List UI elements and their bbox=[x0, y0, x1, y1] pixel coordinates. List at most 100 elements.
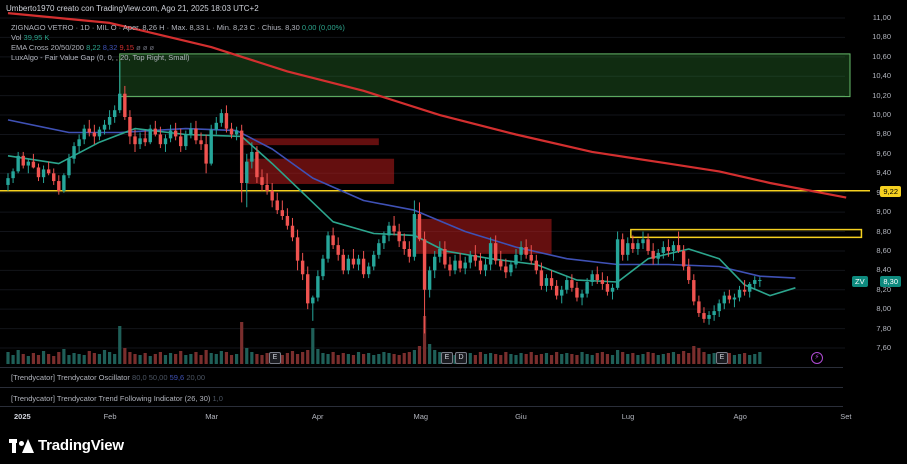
price-tick-label: 8,80 bbox=[876, 226, 891, 236]
price-tick-label: 9,80 bbox=[876, 129, 891, 139]
candle-body bbox=[453, 260, 457, 271]
volume-bar bbox=[600, 352, 604, 364]
candle-body bbox=[265, 184, 269, 191]
volume-bar bbox=[123, 348, 127, 364]
candle-body bbox=[16, 155, 20, 172]
panel-divider-2[interactable] bbox=[0, 387, 843, 388]
volume-bar bbox=[529, 352, 533, 364]
time-tick-label: 2025 bbox=[14, 412, 31, 421]
candle-body bbox=[26, 161, 31, 166]
time-tick-label: Giu bbox=[515, 412, 527, 421]
volume-bar bbox=[727, 353, 731, 364]
candle-body bbox=[499, 260, 503, 267]
chart-byline: Umberto1970 creato con TradingView.com, … bbox=[6, 4, 259, 13]
tradingview-logo[interactable]: TradingView bbox=[9, 437, 124, 454]
candle-body bbox=[280, 210, 285, 216]
candle-body bbox=[697, 301, 701, 314]
volume-bar bbox=[610, 355, 615, 364]
candle-body bbox=[184, 134, 188, 147]
volume-legend[interactable]: Vol 39,95 K bbox=[11, 33, 49, 42]
volume-bar bbox=[494, 354, 498, 364]
volume-bar bbox=[143, 353, 147, 364]
candle-body bbox=[21, 155, 25, 166]
volume-bar bbox=[260, 355, 264, 364]
ohlc-low: L · Min. 8,23 bbox=[206, 23, 248, 32]
trend-value: 1,0 bbox=[212, 394, 223, 403]
time-tick-label: Mag bbox=[413, 412, 429, 421]
candle-body bbox=[11, 171, 15, 179]
fvg-legend[interactable]: LuxAlgo - Fair Value Gap (0, 0, , 20, To… bbox=[11, 53, 190, 62]
oscillator-legend[interactable]: [Trendycator] Trendycator Oscillator 80,… bbox=[11, 373, 205, 382]
candle-body bbox=[148, 128, 152, 143]
candle-body bbox=[72, 146, 76, 159]
fvg-label: LuxAlgo - Fair Value Gap (0, 0, , 20, To… bbox=[11, 53, 190, 62]
volume-bar bbox=[504, 352, 508, 364]
candle-body bbox=[433, 256, 437, 271]
candle-body bbox=[422, 239, 427, 290]
candle-body bbox=[427, 270, 432, 290]
volume-bar bbox=[605, 354, 610, 364]
candle-body bbox=[722, 295, 726, 304]
candle-body bbox=[560, 289, 564, 296]
candle-body bbox=[610, 287, 615, 292]
volume-bar bbox=[301, 352, 305, 364]
volume-bar bbox=[82, 355, 86, 364]
panel-divider-3[interactable] bbox=[0, 406, 843, 407]
volume-bar bbox=[224, 352, 229, 364]
candle-body bbox=[179, 136, 183, 147]
candle-body bbox=[605, 283, 610, 292]
candle-body bbox=[747, 283, 752, 292]
symbol-name[interactable]: ZIGNAGO VETRO · 1D · MIL bbox=[11, 23, 109, 32]
trend-legend[interactable]: [Trendycator] Trendycator Trend Followin… bbox=[11, 394, 223, 403]
volume-bar bbox=[209, 353, 213, 364]
trend-label: [Trendycator] Trendycator Trend Followin… bbox=[11, 394, 211, 403]
earnings-event-icon[interactable]: E bbox=[716, 352, 728, 364]
bolt-icon[interactable]: ⚡ bbox=[811, 352, 823, 364]
price-tick-label: 10,80 bbox=[872, 32, 891, 42]
volume-bar bbox=[626, 354, 630, 364]
dividend-event-icon[interactable]: D bbox=[455, 352, 467, 364]
candle-body bbox=[92, 132, 97, 137]
ema200-value: 9,15 bbox=[119, 43, 135, 52]
volume-bar bbox=[483, 354, 488, 364]
candle-body bbox=[646, 239, 650, 251]
time-tick-label: Ago bbox=[733, 412, 747, 421]
volume-bar bbox=[67, 355, 71, 364]
price-tick-label: 10,00 bbox=[872, 110, 891, 120]
volume-bar bbox=[753, 354, 757, 364]
candle-body bbox=[636, 243, 640, 249]
symbol-short-badge: ZV bbox=[852, 276, 868, 287]
candle-body bbox=[732, 297, 737, 300]
candle-body bbox=[290, 225, 295, 238]
ema-cross-legend[interactable]: EMA Cross 20/50/200 8,22 8,32 9,15 ø ø ø bbox=[11, 43, 154, 52]
volume-bar bbox=[671, 352, 676, 364]
candle-body bbox=[565, 280, 569, 290]
earnings-event-icon[interactable]: E bbox=[441, 352, 453, 364]
fvg-zone bbox=[241, 138, 379, 146]
volume-bar bbox=[356, 352, 361, 364]
volume-bar bbox=[676, 354, 681, 364]
candle-body bbox=[112, 110, 117, 117]
candle-body bbox=[656, 252, 660, 259]
candle-body bbox=[473, 254, 478, 261]
volume-bar bbox=[428, 344, 432, 364]
volume-bar bbox=[214, 354, 218, 364]
ema20-value: 8,22 bbox=[86, 43, 101, 52]
volume-bar bbox=[489, 353, 493, 364]
volume-bar bbox=[372, 355, 376, 364]
volume-bar bbox=[280, 355, 284, 364]
volume-bar bbox=[534, 355, 538, 364]
volume-bar bbox=[473, 355, 477, 364]
volume-bar bbox=[631, 353, 635, 364]
candle-body bbox=[519, 247, 523, 255]
volume-bar bbox=[148, 356, 152, 364]
earnings-event-icon[interactable]: E bbox=[269, 352, 281, 364]
symbol-ohlc-legend: ZIGNAGO VETRO · 1D · MIL O · Aper. 8,26 … bbox=[11, 23, 345, 32]
volume-bar bbox=[682, 351, 686, 364]
candle-body bbox=[326, 235, 330, 259]
panel-divider-1[interactable] bbox=[0, 367, 843, 368]
volume-bar bbox=[306, 350, 310, 364]
candle-body bbox=[194, 128, 198, 141]
candle-body bbox=[620, 239, 625, 255]
